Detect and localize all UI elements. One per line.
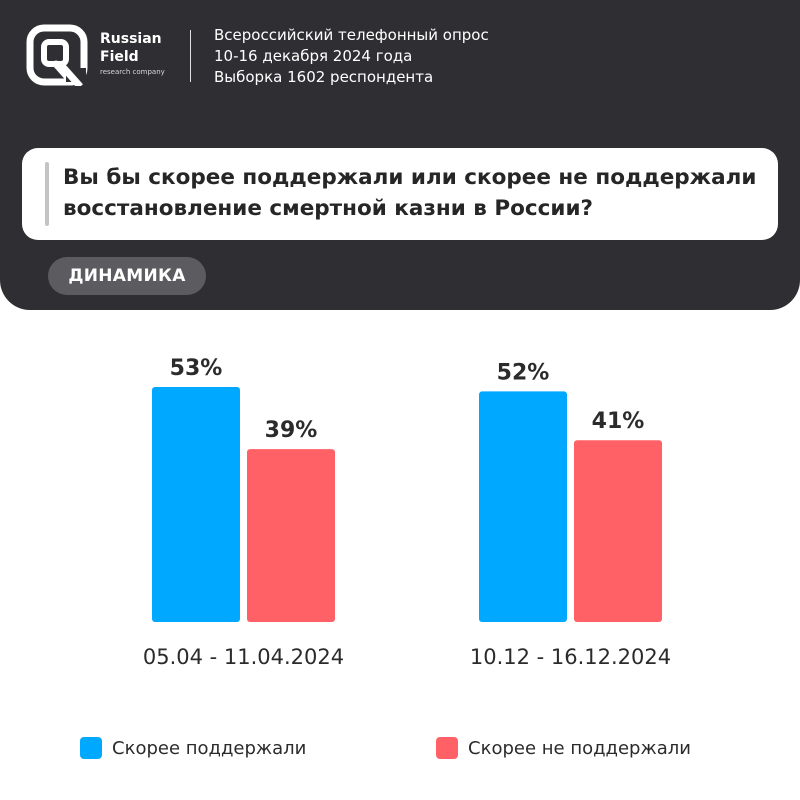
survey-info-line1: Всероссийский телефонный опрос bbox=[214, 26, 489, 44]
category-label-1: 05.04 - 11.04.2024 bbox=[143, 645, 344, 669]
header-divider bbox=[190, 30, 191, 82]
legend-swatch-not-support bbox=[436, 737, 458, 759]
section-label: ДИНАМИКА bbox=[48, 257, 206, 295]
category-label-2: 10.12 - 16.12.2024 bbox=[470, 645, 671, 669]
data-label-not-support-2: 41% bbox=[592, 409, 645, 434]
bar-not-support-2 bbox=[574, 440, 662, 622]
data-label-support-2: 52% bbox=[497, 360, 550, 385]
brand-name: Russian Field research company bbox=[100, 30, 165, 77]
legend-label-not-support: Скорее не поддержали bbox=[468, 737, 691, 759]
data-label-support-1: 53% bbox=[170, 356, 223, 381]
bar-not-support-1 bbox=[247, 449, 335, 622]
data-label-not-support-1: 39% bbox=[265, 418, 318, 443]
bar-support-1 bbox=[152, 387, 240, 622]
bar-chart: 53% 39% 05.04 - 11.04.2024 52% 41% 10.12 - 16… bbox=[143, 356, 671, 669]
bar-support-2 bbox=[479, 391, 567, 622]
survey-info-line3: Выборка 1602 респондента bbox=[214, 68, 434, 86]
brand-name-line1: Russian bbox=[100, 31, 162, 47]
legend-label-support: Скорее поддержали bbox=[112, 737, 307, 759]
legend-item-support: Скорее поддержали bbox=[80, 736, 306, 760]
survey-info-line2: 10-16 декабря 2024 года bbox=[214, 47, 413, 65]
brand-tagline: research company bbox=[100, 68, 165, 76]
survey-info: Всероссийский телефонный опрос 10-16 дек… bbox=[214, 25, 489, 88]
brand-name-line2: Field bbox=[100, 49, 139, 65]
legend-swatch-support bbox=[80, 737, 102, 759]
header-panel: Russian Field research company Всероссий… bbox=[0, 0, 800, 310]
russian-field-logo-icon bbox=[26, 24, 88, 86]
question-accent-bar bbox=[45, 162, 49, 226]
question-card: Вы бы скорее поддержали или скорее не по… bbox=[22, 148, 778, 240]
legend-item-not-support: Скорее не поддержали bbox=[436, 736, 691, 760]
question-text: Вы бы скорее поддержали или скорее не по… bbox=[63, 165, 757, 221]
